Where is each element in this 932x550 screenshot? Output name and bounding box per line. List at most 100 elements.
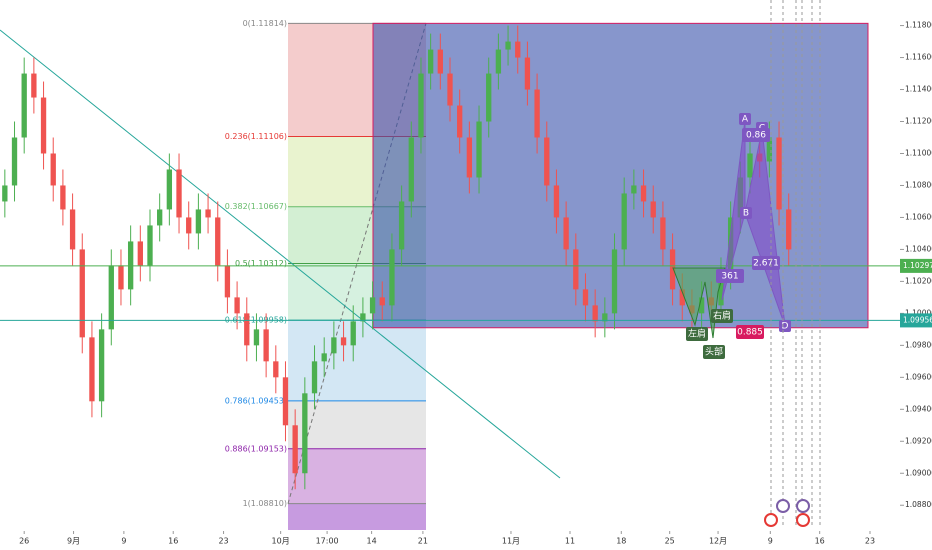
candle-body <box>273 361 279 378</box>
candle-body <box>186 217 192 234</box>
ratio-label: 0.86 <box>746 131 766 141</box>
x-tick-label: 11月 <box>502 537 520 546</box>
candle-body <box>263 329 269 362</box>
x-tick-label: 10月 <box>272 537 290 546</box>
candle-body <box>108 265 114 330</box>
x-tick-label: 9 <box>768 537 773 546</box>
event-icon[interactable] <box>776 499 790 513</box>
candle-body <box>137 241 143 266</box>
candle-body <box>427 49 434 74</box>
candle-body <box>50 153 56 186</box>
x-tick-label: 9月 <box>67 537 80 546</box>
candle-body <box>302 393 308 474</box>
pattern-point-box <box>779 320 791 332</box>
candle-body <box>408 137 414 202</box>
candle-body <box>650 201 656 218</box>
candle-body <box>60 185 66 210</box>
candle-body <box>718 273 724 306</box>
candle-body <box>611 249 618 314</box>
y-tick-label: 1.11400 <box>905 85 932 94</box>
candle-body <box>505 41 511 50</box>
x-tick-label: 12月 <box>709 537 727 546</box>
candle-body <box>486 73 492 122</box>
pattern-point: B <box>743 209 749 219</box>
fib-label: 0.886(1.09153) <box>225 444 287 453</box>
event-icons[interactable] <box>764 499 810 527</box>
y-tick-label: 1.09800 <box>905 340 932 349</box>
x-tick-label: 16 <box>168 537 178 546</box>
x-tick-label: 16 <box>815 537 825 546</box>
candle-body <box>31 73 37 98</box>
x-tick-label: 23 <box>218 537 228 546</box>
y-tick-label: 1.09200 <box>905 436 932 445</box>
candle-body <box>69 209 76 250</box>
x-tick-label: 23 <box>865 537 875 546</box>
candle-body <box>592 305 598 322</box>
candle-body <box>679 289 685 306</box>
candle-body <box>11 137 18 186</box>
shoulder-label: 右肩 <box>713 310 731 322</box>
x-tick-label: 11 <box>565 537 575 546</box>
fib-label: 0(1.11814) <box>243 19 287 28</box>
shoulder-box <box>703 345 725 359</box>
x-tick-label: 25 <box>665 537 675 546</box>
fib-label: 0.382(1.10667) <box>225 202 287 211</box>
candle-body <box>544 137 550 186</box>
candle-body <box>379 297 385 306</box>
candle-body <box>602 313 608 322</box>
candle-body <box>224 265 231 298</box>
candle-body <box>350 321 356 346</box>
candle-body <box>282 377 289 426</box>
event-icon[interactable] <box>796 499 810 513</box>
candle-body <box>515 41 521 58</box>
candle-body <box>21 73 27 138</box>
candle-body <box>631 185 637 194</box>
y-tick-label: 1.11200 <box>905 117 932 126</box>
shoulder-label: 头部 <box>705 346 723 358</box>
candle-body <box>40 97 47 154</box>
range-box-layer <box>372 22 869 329</box>
fib-label: 1(1.08810) <box>243 499 287 508</box>
candle-body <box>234 297 240 314</box>
candle-body <box>118 265 124 290</box>
y-tick-label: 1.11800 <box>905 21 932 30</box>
pattern-point-box <box>739 113 751 125</box>
trend-line <box>0 29 561 479</box>
ratio-box <box>716 269 744 283</box>
candle-body <box>147 225 153 266</box>
price-axis-bg <box>900 0 932 550</box>
candle-body <box>157 209 163 226</box>
candle-body <box>447 73 453 106</box>
pattern-point: D <box>782 322 789 332</box>
y-tick-label: 1.11600 <box>905 53 932 62</box>
event-icon[interactable] <box>764 513 778 527</box>
price-tag-label: 1.10297 <box>903 261 932 270</box>
candle-body <box>79 249 85 338</box>
candle-body <box>495 49 502 74</box>
shoulder-label: 左肩 <box>688 328 706 340</box>
candle-body <box>89 337 95 402</box>
candle-body <box>466 137 473 178</box>
candle-body <box>311 361 318 394</box>
ratio-box <box>736 325 764 339</box>
candle-body <box>621 193 627 250</box>
candle-body <box>292 425 298 474</box>
candle-body <box>205 209 211 218</box>
candle-body <box>698 297 705 314</box>
shoulder-box <box>686 327 708 341</box>
candle-body <box>457 105 463 138</box>
candle-body <box>369 297 376 314</box>
candle-body <box>766 137 773 162</box>
pattern-point-box <box>740 207 752 219</box>
candle-body <box>660 217 666 250</box>
candle-body <box>331 337 337 354</box>
candle-body <box>418 73 424 138</box>
price-tag-label: 1.09956 <box>903 315 932 324</box>
candle-body <box>776 137 782 210</box>
shoulder-box <box>711 309 733 323</box>
event-icon[interactable] <box>796 513 810 527</box>
candle-body <box>640 185 647 202</box>
ratio-box <box>742 128 770 142</box>
price-tag <box>900 258 932 273</box>
